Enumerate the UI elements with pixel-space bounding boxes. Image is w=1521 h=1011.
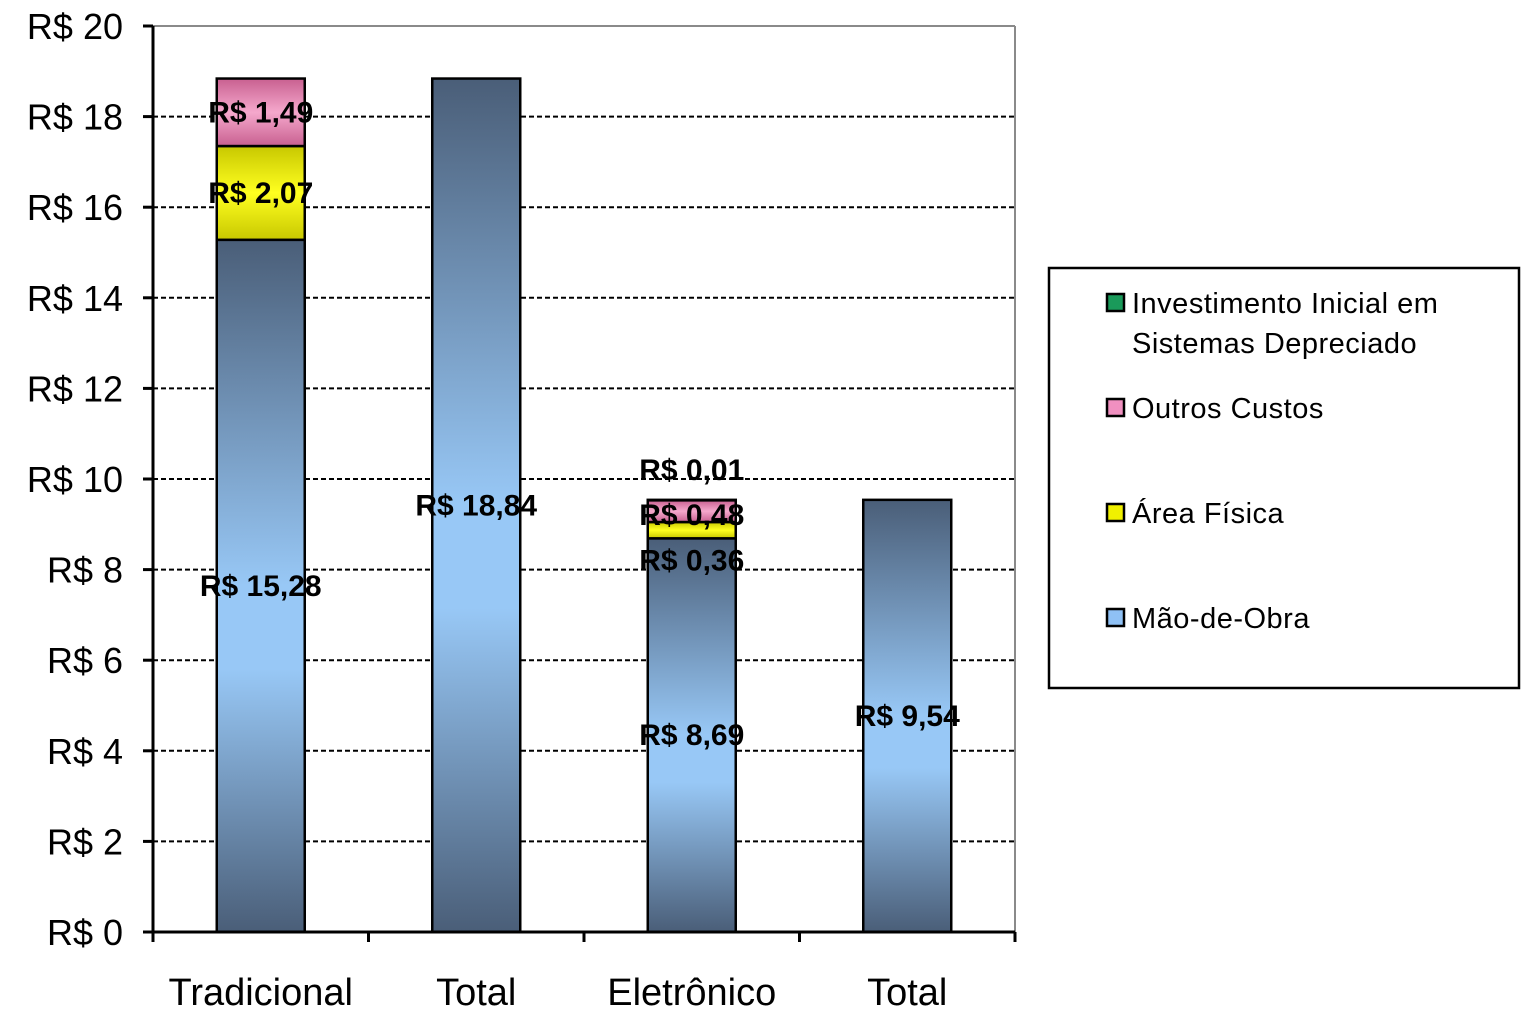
y-tick-label: R$ 14: [27, 278, 123, 319]
legend-label: Área Física: [1132, 497, 1285, 530]
data-label: R$ 1,49: [208, 96, 313, 129]
x-tick-label: Total: [436, 972, 516, 1011]
data-label: R$ 0,36: [639, 545, 744, 578]
y-tick-label: R$ 12: [27, 368, 123, 409]
legend-swatch: [1105, 502, 1126, 523]
data-label: R$ 2,07: [208, 177, 313, 210]
y-tick-label: R$ 4: [47, 731, 123, 772]
data-label: R$ 8,69: [639, 719, 744, 752]
legend-label: Outros Custos: [1132, 393, 1324, 425]
x-tick-labels: Tradicional Total Eletrônico Total: [169, 972, 948, 1011]
legend-label: Mão-de-Obra: [1132, 603, 1310, 635]
y-tick-label: R$ 0: [47, 912, 123, 953]
legend-label: Sistemas Depreciado: [1132, 328, 1417, 360]
legend-swatch: [1105, 292, 1126, 313]
bar-segment: [646, 498, 737, 502]
x-tick-label: Total: [867, 972, 947, 1011]
y-tick-label: R$ 2: [47, 821, 123, 862]
y-tick-label: R$ 6: [47, 640, 123, 681]
y-tick-label: R$ 18: [27, 97, 123, 138]
bar-segment: [215, 238, 306, 934]
y-tick-label: R$ 16: [27, 187, 123, 228]
x-tick-label: Tradicional: [169, 972, 353, 1011]
bar-segment: [431, 77, 522, 934]
y-tick-label: R$ 20: [27, 6, 123, 47]
legend: Investimento Inicial em Sistemas Deprecia…: [1047, 266, 1521, 690]
legend-box: [1047, 266, 1521, 690]
data-label: R$ 0,01: [639, 454, 744, 487]
bar-segment: [646, 537, 737, 934]
bars: [215, 77, 953, 934]
data-labels: R$ 15,28 R$ 2,07 R$ 1,49 R$ 18,84 R$ 8,69 R$ …: [200, 96, 960, 752]
data-label: R$ 15,28: [200, 570, 322, 603]
bar-segment: [862, 498, 953, 934]
legend-swatch: [1105, 397, 1126, 418]
y-tick-label: R$ 8: [47, 550, 123, 591]
y-tick-labels: R$ 0 R$ 2 R$ 4 R$ 6 R$ 8 R$ 10 R$ 12 R$ 14 R$ 16…: [27, 6, 123, 953]
x-tick-label: Eletrônico: [607, 972, 776, 1011]
axes: [143, 24, 1017, 942]
data-label: R$ 9,54: [855, 700, 960, 733]
y-tick-label: R$ 10: [27, 459, 123, 500]
legend-label: Investimento Inicial em: [1132, 288, 1438, 320]
data-label: R$ 18,84: [415, 489, 537, 522]
legend-swatch: [1105, 607, 1126, 628]
data-label: R$ 0,48: [639, 499, 744, 532]
bar-segment: [215, 77, 306, 148]
plot-area: [153, 25, 1016, 932]
